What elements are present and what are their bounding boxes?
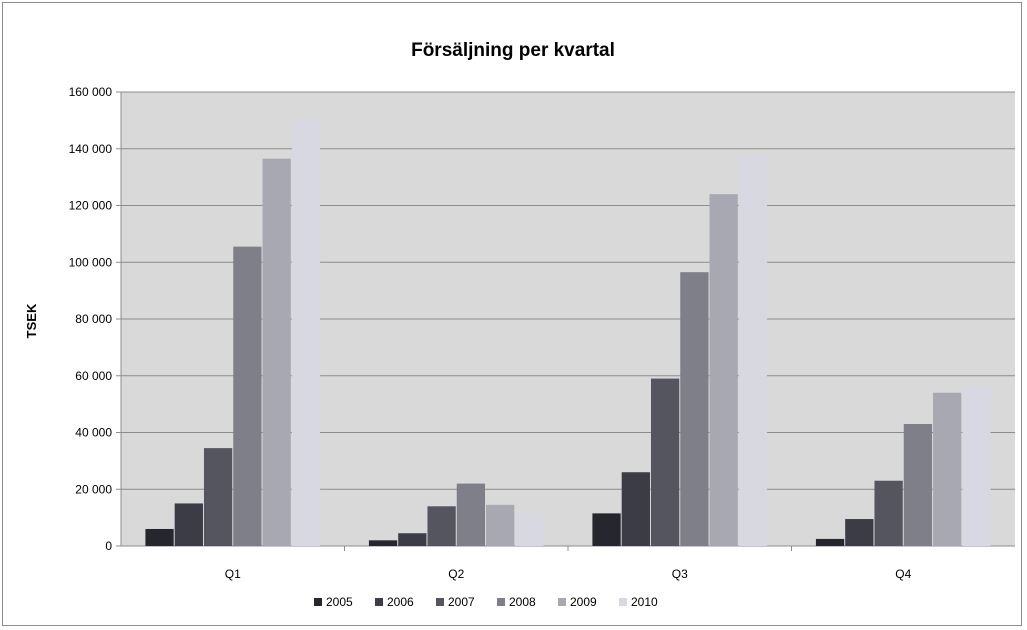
x-tick-label: Q2 xyxy=(448,567,464,581)
x-tick-label: Q3 xyxy=(672,567,688,581)
bar xyxy=(874,480,903,546)
legend-label: 2007 xyxy=(448,595,475,609)
legend-label: 2005 xyxy=(326,595,353,609)
y-tick-label: 60 000 xyxy=(75,369,112,383)
bar xyxy=(845,519,874,546)
y-tick-label: 160 000 xyxy=(69,85,113,99)
y-tick-label: 40 000 xyxy=(75,426,112,440)
bar xyxy=(368,540,398,546)
bar xyxy=(486,504,515,546)
bar xyxy=(398,533,427,546)
chart-title: Försäljning per kvartal xyxy=(411,40,615,61)
legend-swatch xyxy=(375,598,383,606)
legend-label: 2008 xyxy=(509,595,536,609)
bar xyxy=(621,472,650,546)
x-tick-label: Q4 xyxy=(895,567,911,581)
bar xyxy=(291,118,321,547)
legend-label: 2010 xyxy=(631,595,658,609)
y-tick-label: 0 xyxy=(105,539,112,553)
bar xyxy=(515,513,544,546)
bar xyxy=(203,448,233,546)
legend-swatch xyxy=(314,598,322,606)
legend-label: 2006 xyxy=(387,595,414,609)
y-tick-label: 140 000 xyxy=(69,142,113,156)
y-tick-label: 80 000 xyxy=(75,312,112,326)
legend-swatch xyxy=(558,598,566,606)
bar xyxy=(903,423,933,546)
bar xyxy=(933,392,962,546)
bar xyxy=(145,528,174,546)
bar-chart: Försäljning per kvartal TSEK 0 20 000 40 0… xyxy=(24,40,1015,609)
y-tick-label: 120 000 xyxy=(69,199,113,213)
bar xyxy=(962,387,991,546)
bar xyxy=(262,158,291,546)
bar xyxy=(233,246,262,547)
bar xyxy=(680,272,709,546)
legend: 2005 2006 2007 2008 2009 2010 xyxy=(314,595,658,609)
plot-area: 0 20 000 40 000 60 000 80 000 100 000 120 000 1… xyxy=(69,85,1015,581)
legend-label: 2009 xyxy=(570,595,597,609)
bar xyxy=(592,513,621,546)
bar xyxy=(650,378,680,546)
bar xyxy=(456,483,486,546)
legend-swatch xyxy=(619,598,627,606)
legend-swatch xyxy=(497,598,505,606)
legend-swatch xyxy=(436,598,444,606)
x-tick-label: Q1 xyxy=(225,567,241,581)
bar xyxy=(815,538,845,546)
y-axis-label: TSEK xyxy=(24,303,39,338)
bar xyxy=(174,503,203,546)
y-tick-label: 20 000 xyxy=(75,482,112,496)
bar xyxy=(738,155,768,546)
bar xyxy=(709,194,738,546)
bar xyxy=(427,506,456,546)
y-tick-label: 100 000 xyxy=(69,255,113,269)
